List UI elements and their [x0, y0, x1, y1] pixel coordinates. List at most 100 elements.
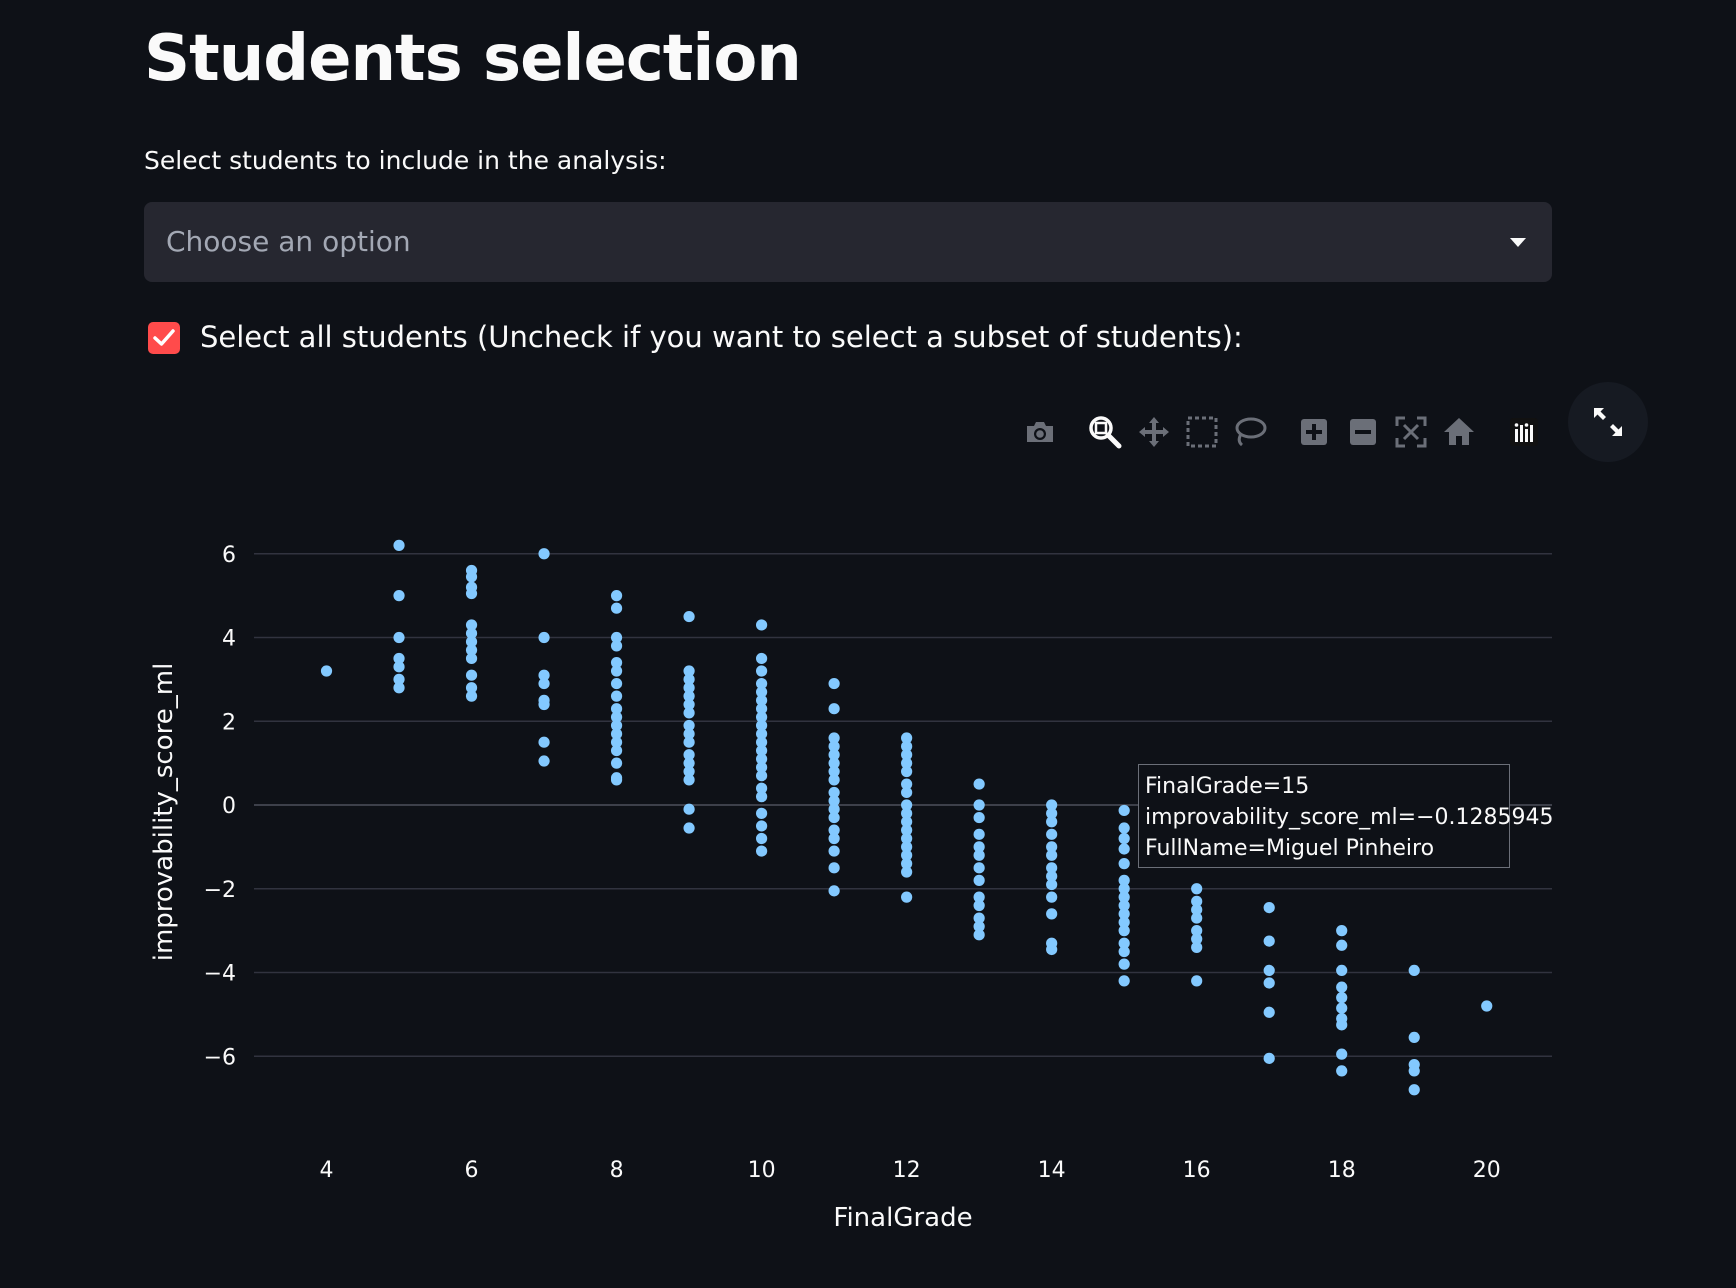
scatter-point[interactable] [1046, 816, 1058, 828]
scatter-point[interactable] [828, 749, 840, 761]
scatter-point[interactable] [1118, 899, 1130, 912]
scatter-point[interactable] [683, 774, 695, 786]
scatter-point[interactable] [1336, 1048, 1348, 1060]
scatter-point[interactable] [1118, 975, 1130, 987]
scatter-point[interactable] [610, 665, 623, 677]
scatter-point[interactable] [973, 811, 985, 824]
scatter-point[interactable] [465, 627, 478, 639]
scatter-point[interactable] [465, 619, 478, 631]
scatter-point[interactable] [610, 631, 623, 644]
scatter-point[interactable] [610, 711, 623, 723]
scatter-point[interactable] [901, 891, 913, 903]
scatter-point[interactable] [828, 824, 840, 836]
scatter-point[interactable] [465, 571, 478, 583]
scatter-point[interactable] [683, 682, 695, 694]
fullscreen-button[interactable] [1568, 382, 1648, 462]
scatter-point[interactable] [901, 807, 913, 819]
scatter-point[interactable] [901, 740, 913, 752]
scatter-point[interactable] [901, 732, 913, 744]
scatter-point[interactable] [683, 765, 695, 778]
scatter-point[interactable] [683, 757, 695, 769]
reset-axes-icon[interactable] [1439, 408, 1479, 456]
scatter-point[interactable] [901, 765, 913, 778]
scatter-point[interactable] [1118, 874, 1130, 886]
scatter-point[interactable] [901, 866, 913, 878]
scatter-point[interactable] [755, 832, 768, 845]
scatter-point[interactable] [1046, 908, 1058, 920]
scatter-point[interactable] [1118, 804, 1130, 817]
scatter-point[interactable] [828, 677, 840, 690]
scatter-point[interactable] [1408, 964, 1420, 977]
scatter-point[interactable] [1118, 908, 1130, 920]
scatter-point[interactable] [755, 736, 768, 748]
scatter-point[interactable] [1336, 1002, 1348, 1014]
scatter-point[interactable] [901, 786, 913, 799]
scatter-point[interactable] [1263, 977, 1275, 989]
chart-points[interactable] [320, 539, 1493, 1096]
scatter-point[interactable] [538, 736, 550, 748]
scatter-point[interactable] [393, 682, 405, 694]
scatter-point[interactable] [755, 761, 768, 773]
scatter-point[interactable] [1118, 937, 1130, 949]
scatter-point[interactable] [828, 703, 840, 715]
scatter-point[interactable] [683, 728, 695, 740]
scatter-point[interactable] [1408, 1084, 1420, 1096]
scatter-point[interactable] [1191, 883, 1203, 895]
scatter-point[interactable] [828, 786, 840, 799]
scatter-point[interactable] [1046, 870, 1058, 882]
scatter-point[interactable] [1263, 964, 1275, 977]
scatter-point[interactable] [828, 732, 840, 744]
scatter-point[interactable] [1191, 941, 1203, 953]
scatter-point[interactable] [1263, 935, 1275, 947]
scatter-point[interactable] [901, 849, 913, 861]
scatter-point[interactable] [1118, 958, 1130, 970]
scatter-point[interactable] [973, 778, 985, 790]
scatter-point[interactable] [828, 765, 840, 778]
autoscale-icon[interactable] [1391, 408, 1431, 456]
scatter-point[interactable] [1046, 841, 1058, 853]
scatter-point[interactable] [755, 744, 768, 757]
scatter-point[interactable] [1118, 883, 1130, 895]
chevron-down-icon[interactable] [1510, 238, 1526, 247]
scatter-point[interactable] [828, 803, 840, 815]
scatter-point[interactable] [755, 677, 768, 690]
scatter-point[interactable] [1046, 943, 1058, 956]
scatter-point[interactable] [1408, 1065, 1420, 1077]
scatter-point[interactable] [1046, 849, 1058, 861]
scatter-point[interactable] [901, 824, 913, 836]
scatter-point[interactable] [538, 548, 550, 560]
box-select-icon[interactable] [1182, 408, 1222, 456]
scatter-point[interactable] [1336, 939, 1348, 951]
scatter-point[interactable] [755, 694, 768, 706]
scatter-point[interactable] [683, 749, 695, 761]
scatter-point[interactable] [393, 631, 405, 644]
scatter-point[interactable] [755, 652, 768, 665]
scatter-point[interactable] [973, 849, 985, 861]
scatter-point[interactable] [973, 862, 985, 874]
scatter-point[interactable] [610, 640, 623, 652]
scatter-point[interactable] [755, 807, 768, 819]
zoom-in-icon[interactable] [1294, 408, 1334, 456]
scatter-point[interactable] [1408, 1031, 1420, 1044]
scatter-point[interactable] [465, 587, 478, 600]
students-multiselect[interactable]: Choose an option [144, 202, 1552, 282]
scatter-point[interactable] [1046, 807, 1058, 819]
camera-icon[interactable] [1020, 408, 1060, 456]
scatter-point[interactable] [755, 782, 768, 794]
scatter-point[interactable] [828, 832, 840, 845]
scatter-point[interactable] [755, 728, 768, 740]
scatter-point[interactable] [610, 703, 623, 715]
scatter-point[interactable] [755, 665, 768, 677]
lasso-icon[interactable] [1230, 408, 1270, 456]
scatter-point[interactable] [1263, 901, 1275, 914]
scatter-point[interactable] [1191, 895, 1203, 907]
scatter-point[interactable] [393, 539, 405, 551]
scatter-point[interactable] [1191, 933, 1203, 945]
scatter-point[interactable] [683, 690, 695, 702]
scatter-point[interactable] [1118, 925, 1130, 937]
pan-icon[interactable] [1134, 408, 1174, 456]
scatter-point[interactable] [683, 665, 695, 677]
scatter-point[interactable] [1336, 981, 1348, 993]
scatter-point[interactable] [901, 749, 913, 761]
scatter-point[interactable] [1191, 925, 1203, 937]
